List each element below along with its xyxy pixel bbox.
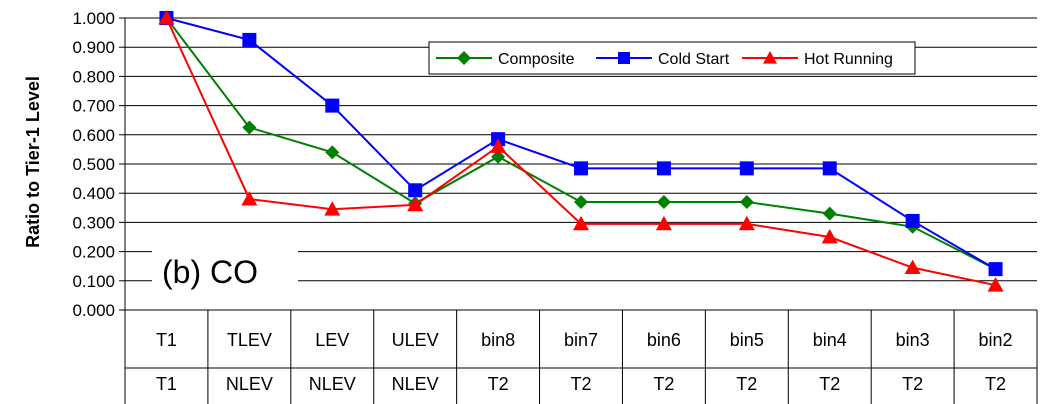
series-group (158, 10, 1004, 292)
data-point-square (242, 32, 257, 47)
y-tick-label: 0.100 (72, 272, 115, 291)
y-tick-label: 0.200 (72, 243, 115, 262)
y-axis-label: Ratio to Tier-1 Level (23, 76, 43, 248)
data-point-triangle (324, 201, 341, 216)
x-tick-label: bin7 (564, 330, 598, 350)
data-point-square (822, 161, 837, 176)
x-tick-label-group: T2 (819, 374, 840, 394)
x-tick-label-group: NLEV (226, 374, 273, 394)
legend-label: Cold Start (658, 51, 730, 68)
x-tick-label-group: T2 (570, 374, 591, 394)
y-tick-label: 0.800 (72, 67, 115, 86)
legend-label: Hot Running (804, 51, 893, 68)
y-tick-label: 1.000 (72, 9, 115, 28)
data-point-square (574, 161, 588, 176)
legend-box (428, 41, 916, 75)
data-point-triangle (573, 215, 589, 231)
data-point-diamond (822, 206, 837, 221)
x-tick-label: bin3 (896, 330, 930, 350)
data-point-square (408, 183, 423, 198)
data-point-diamond (656, 194, 671, 209)
category-table: T1 TLEV LEV ULEV bin8 bin7 bin6 bin5 bin4 bin3 bin… (124, 310, 1038, 404)
data-point-diamond (739, 194, 754, 209)
data-point-triangle (407, 196, 424, 212)
data-point-triangle (241, 191, 258, 206)
x-tick-label-group: NLEV (392, 374, 439, 394)
data-point-square (325, 98, 340, 113)
data-point-triangle (763, 51, 777, 64)
x-tick-label-group: T2 (488, 374, 509, 394)
x-tick-label: bin2 (979, 330, 1013, 350)
x-tick-label: bin6 (647, 330, 681, 350)
x-tick-label-group: NLEV (309, 374, 356, 394)
x-tick-label-group: T2 (985, 374, 1006, 394)
data-point-triangle (738, 215, 755, 231)
data-point-diamond (491, 149, 506, 164)
data-point-triangle (821, 229, 838, 244)
y-tick-label: 0.900 (72, 38, 115, 57)
data-point-diamond (457, 51, 471, 65)
x-tick-label: T1 (156, 330, 177, 350)
data-point-square (905, 213, 920, 228)
data-point-triangle (904, 259, 921, 275)
legend-label: Composite (498, 51, 575, 68)
data-point-diamond (574, 194, 588, 209)
y-tick-label: 0.300 (72, 213, 115, 232)
y-axis-ticks: 0.000 0.100 0.200 0.300 0.400 0.500 0.600 0.700… (72, 9, 125, 320)
y-tick-label: 0.600 (72, 126, 115, 145)
y-tick-label: 0.700 (72, 97, 115, 116)
chart-annotation: (b) CO (162, 254, 258, 290)
data-point-diamond (325, 145, 340, 160)
data-point-diamond (242, 120, 257, 135)
data-point-triangle (987, 277, 1004, 292)
chart-annotation-box: (b) CO (152, 243, 298, 293)
x-tick-label-group: T2 (736, 374, 757, 394)
data-point-triangle (158, 10, 175, 25)
x-tick-label: ULEV (392, 330, 439, 350)
x-tick-label-group: T2 (902, 374, 923, 394)
y-tick-label: 0.000 (72, 301, 115, 320)
legend: Composite Cold Start Hot Running (428, 41, 916, 75)
x-tick-label-group: T1 (156, 374, 177, 394)
data-point-triangle (655, 215, 672, 231)
x-tick-label: bin8 (481, 330, 515, 350)
data-point-triangle (490, 138, 507, 153)
data-point-square (739, 161, 754, 176)
data-point-square (988, 262, 1003, 277)
x-tick-label: TLEV (227, 330, 272, 350)
data-point-square (618, 52, 630, 64)
y-tick-label: 0.500 (72, 155, 115, 174)
x-tick-label: bin5 (730, 330, 764, 350)
x-tick-label-group: T2 (653, 374, 674, 394)
y-tick-label: 0.400 (72, 184, 115, 203)
data-point-square (656, 161, 671, 176)
x-tick-label: LEV (315, 330, 349, 350)
x-tick-label: bin4 (813, 330, 847, 350)
